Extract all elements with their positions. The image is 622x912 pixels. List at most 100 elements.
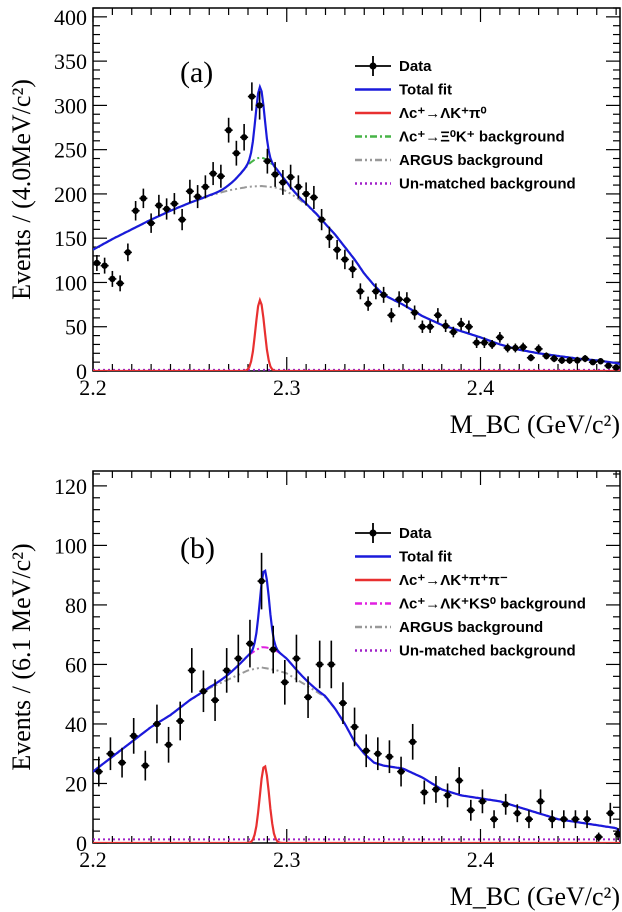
data-marker <box>333 246 341 253</box>
data-marker <box>341 256 349 263</box>
data-marker <box>442 322 449 330</box>
data-marker <box>246 640 254 647</box>
data-point <box>418 320 427 333</box>
x-tick-label: 2.3 <box>273 847 301 872</box>
data-point <box>94 756 103 787</box>
data-point <box>106 737 115 771</box>
data-marker <box>101 262 108 269</box>
data-point <box>234 634 243 683</box>
legend-entry: Data <box>355 523 432 543</box>
data-marker <box>597 358 604 365</box>
data-marker <box>409 738 416 746</box>
panel-b: 2.2 2.3 2.4 0 20 40 60 80 100 120 M_BC (GeV/c²) Eve… <box>7 470 621 911</box>
data-point <box>139 188 148 209</box>
data-point <box>199 670 208 713</box>
data-point <box>395 291 404 308</box>
data-marker <box>165 741 172 748</box>
data-marker <box>200 688 207 695</box>
panel-label: (a) <box>180 56 213 89</box>
legend-label: Λc⁺→ΛK⁺KS⁰ background <box>399 596 586 613</box>
data-marker <box>548 815 556 823</box>
data-marker <box>426 323 434 330</box>
data-marker <box>397 768 405 775</box>
y-tick-label: 40 <box>65 712 87 737</box>
data-point <box>443 783 452 808</box>
data-marker <box>295 183 302 191</box>
data-point <box>581 355 590 363</box>
data-point <box>154 194 163 217</box>
data-marker <box>163 205 170 213</box>
data-marker <box>209 170 217 177</box>
data-point <box>536 789 545 814</box>
data-points <box>94 552 620 842</box>
data-marker <box>614 830 620 838</box>
data-point <box>449 326 458 338</box>
data-point <box>263 148 272 174</box>
data-marker <box>574 357 581 364</box>
data-marker <box>140 195 147 202</box>
legend-entry: ARGUS background <box>355 619 543 636</box>
data-marker <box>419 323 426 330</box>
data-point <box>257 552 266 610</box>
y-tick-label: 0 <box>76 359 87 384</box>
data-point <box>433 308 442 323</box>
legend-entry: Total fit <box>355 549 452 566</box>
data-point <box>123 243 132 262</box>
data-point <box>501 793 510 815</box>
data-point <box>271 162 280 187</box>
data-marker <box>194 193 201 200</box>
legend-label: Total fit <box>399 549 452 566</box>
data-marker <box>248 93 256 100</box>
data-point <box>606 802 615 824</box>
data-marker <box>316 661 323 668</box>
data-point <box>193 185 202 209</box>
x-axis-label: M_BC (GeV/c²) <box>450 410 620 439</box>
data-point <box>211 679 220 721</box>
data-marker <box>176 717 184 725</box>
data-marker <box>223 667 230 674</box>
data-marker <box>434 312 442 319</box>
data-marker <box>372 288 380 295</box>
data-point <box>573 356 582 364</box>
data-marker <box>444 792 451 799</box>
data-marker <box>287 173 294 181</box>
data-point <box>232 140 241 166</box>
legend-label: Λc⁺→ΛK⁺π⁺π⁻ <box>399 572 508 589</box>
data-marker <box>581 355 589 362</box>
data-marker <box>488 341 496 348</box>
data-marker <box>293 655 300 662</box>
data-marker <box>256 102 263 109</box>
x-tick-label: 2.4 <box>467 847 495 872</box>
data-marker <box>572 815 579 823</box>
data-point <box>379 286 388 303</box>
data-marker <box>525 815 533 823</box>
data-marker <box>351 723 358 731</box>
data-point <box>309 185 318 209</box>
data-marker <box>233 150 240 157</box>
data-point <box>245 619 254 668</box>
legend-label: Data <box>399 525 432 542</box>
data-marker <box>467 807 475 814</box>
data-point <box>333 239 342 260</box>
data-marker <box>421 789 428 796</box>
data-point <box>141 750 150 781</box>
total-fit-curve <box>93 83 620 365</box>
data-point <box>565 356 574 364</box>
data-marker <box>132 207 139 214</box>
data-point <box>488 340 497 349</box>
data-point <box>559 810 568 829</box>
data-point <box>478 789 487 814</box>
data-point <box>397 756 406 787</box>
data-marker <box>362 747 370 754</box>
data-marker <box>281 679 289 686</box>
data-marker <box>279 179 287 186</box>
legend-label: ARGUS background <box>399 619 543 636</box>
legend: Data Total fit Λc⁺→ΛK⁺π⁺π⁻ Λc⁺→ΛK⁺KS⁰ backg… <box>355 523 586 660</box>
data-point <box>542 352 551 360</box>
data-marker <box>612 364 620 371</box>
data-point <box>594 832 603 842</box>
data-point <box>480 337 489 348</box>
legend-label: Un-matched background <box>399 176 576 193</box>
data-point <box>371 283 380 300</box>
